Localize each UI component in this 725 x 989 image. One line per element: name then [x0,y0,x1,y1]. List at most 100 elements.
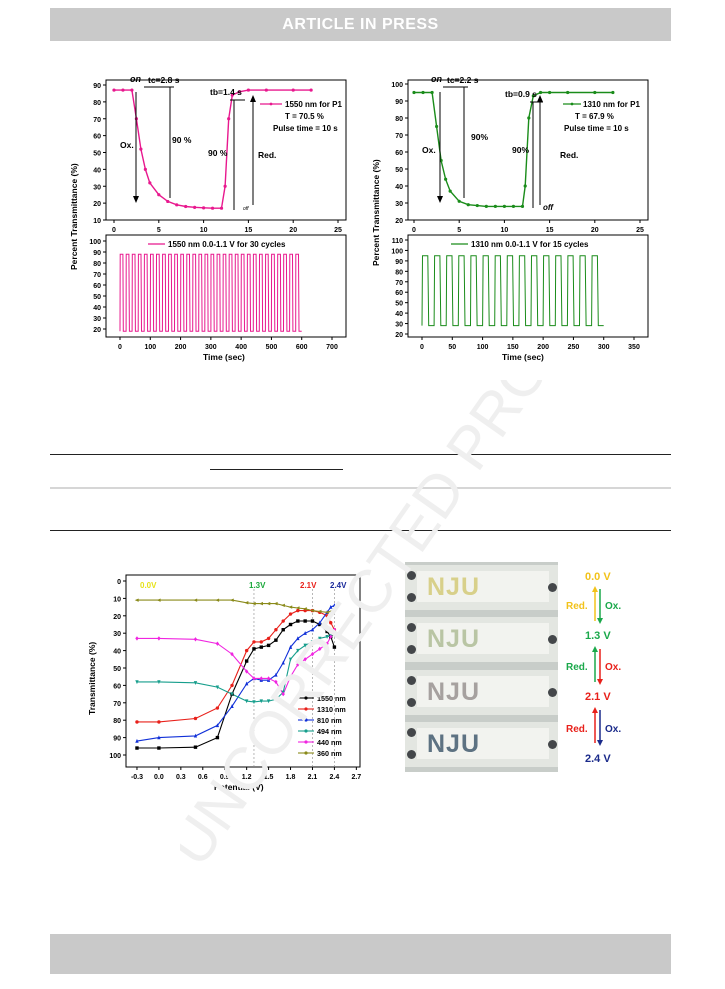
binder-hole [407,593,416,602]
cycle-ytick-label: 30 [93,316,101,323]
tc-label: tc=2.2 s [447,75,479,85]
legend-label: 440 nm [317,738,342,747]
state-3: 2.4 V [585,753,611,765]
data-point [134,598,139,602]
data-point [281,628,285,632]
step-point [309,88,313,92]
data-point [135,720,139,724]
step-point [538,90,543,95]
data-point [193,733,198,738]
data-point [259,601,263,606]
device-photo: NJU NJU NJU NJU [405,562,558,772]
step-point [611,90,615,95]
y-axis-label: Percent Transmittance (%) [69,163,79,270]
cycle-ytick-label: 100 [89,239,101,246]
data-point [135,680,139,685]
pulse-time-label: Pulse time = 10 s [273,124,338,133]
voltage-label-2: 2.1V [300,581,317,590]
legend-marker [304,740,308,744]
xtick-label: 1.5 [264,774,274,781]
data-point [325,634,329,639]
legend-label: 1310 nm for P1 [583,100,640,109]
step-xtick-label: 20 [289,227,297,234]
data-point [135,738,139,743]
data-point [193,716,198,721]
cycle-xtick-label: 700 [326,344,338,351]
figure-top-right: 0 5 10 15 20 25 20 30 40 50 60 70 80 90 100 0 50 100 150 2… [371,74,649,362]
data-point [157,680,161,685]
step-point [523,184,527,188]
data-point [329,634,333,639]
data-point [259,640,263,644]
step-point [593,90,597,95]
red-arrowhead [250,95,256,102]
cycle-xtick-label: 0 [420,344,424,351]
ox-arrowhead-0 [597,618,603,624]
data-point [259,699,263,704]
data-point [288,657,293,662]
ytick-label: 90 [113,736,121,743]
data-point [288,644,293,649]
step-xtick-label: 10 [200,227,208,234]
data-point [252,700,256,705]
step-point [484,204,488,208]
cycle-ytick-label: 90 [395,259,403,266]
cycle-legend-label: 1310 nm 0.0-1.1 V for 15 cycles [471,240,589,249]
step-point [230,93,234,97]
legend-label: 810 nm [317,716,342,725]
cycle-ytick-label: 50 [93,294,101,301]
legend-marker [570,102,574,106]
data-point [193,681,198,685]
legend-label: 1310 nm [317,705,346,714]
data-point [303,619,307,623]
binder-hole [548,740,557,749]
data-point [281,603,285,608]
on-label: on [130,74,141,84]
figure-top-left: 0 5 10 15 20 25 10 20 30 40 50 60 70 80 90 0 100 200 300 4… [69,74,347,362]
table-bottom-rule [50,530,671,531]
cycle-ytick-label: 80 [93,261,101,268]
legend-marker [304,718,308,722]
data-point [318,622,322,627]
step-xtick-label: 20 [591,227,599,234]
step-ytick-label: 80 [395,116,403,123]
data-point [266,636,271,641]
cycle-legend-label: 1550 nm 0.0-1.1 V for 30 cycles [168,240,286,249]
cycle-plot-frame [407,234,649,338]
step-point [566,90,570,95]
data-point [244,601,249,605]
binder-hole [407,645,416,654]
cycle-xtick-label: 300 [205,344,217,351]
data-point [274,697,278,702]
ytick-label: 70 [113,701,121,708]
voltage-label-0: 0.0V [140,581,157,590]
transmittance-label: T = 70.5 % [285,112,324,121]
step-point [237,90,242,94]
legend-label: 1550 nm [317,694,346,703]
cycle-xtick-label: 250 [568,344,580,351]
state-0: 0.0 V [585,571,611,583]
step-point [219,206,224,210]
data-point [193,745,198,749]
xtick-label: 0.6 [198,774,208,781]
data-point [215,685,220,690]
data-point [296,608,300,613]
ytick-label: 0 [117,579,121,586]
data-point [302,607,307,611]
step-point [421,90,425,95]
xtick-label: 1.8 [286,774,296,781]
step-point [227,117,231,121]
step-point [202,206,206,210]
step-point [210,206,215,210]
state-2: 2.1 V [585,691,611,703]
step-xtick-label: 25 [636,227,644,234]
red-arrowhead-0 [592,586,598,592]
data-point [244,648,249,653]
legend-marker [269,102,273,106]
p90-a-label: 90 % [172,135,192,145]
data-point [303,631,307,635]
data-point [310,619,315,623]
step-point [502,204,506,208]
data-point [215,735,220,740]
data-point [281,660,285,665]
